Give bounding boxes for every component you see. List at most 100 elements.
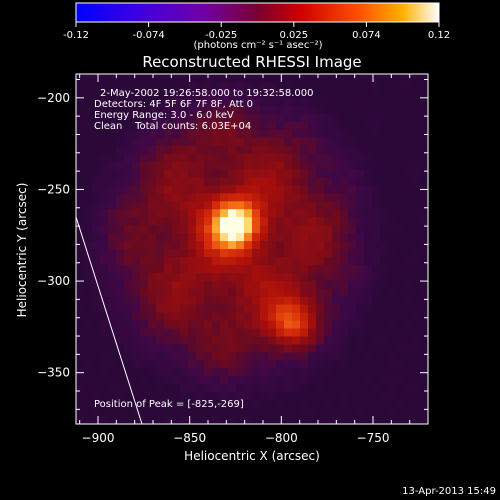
heatmap-cell	[348, 217, 357, 226]
heatmap-cell	[260, 352, 269, 361]
heatmap-cell	[180, 161, 189, 171]
heatmap-cell	[292, 225, 301, 234]
heatmap-cell	[300, 328, 309, 338]
heatmap-cell	[260, 288, 269, 298]
heatmap-cell	[132, 217, 141, 226]
heatmap-cell	[388, 328, 397, 338]
heatmap-cell	[380, 416, 389, 424]
heatmap-cell	[332, 105, 341, 115]
heatmap-cell	[260, 280, 269, 290]
heatmap-cell	[164, 344, 173, 353]
heatmap-cell	[404, 264, 413, 274]
heatmap-cell	[228, 185, 237, 194]
heatmap-cell	[156, 137, 165, 147]
heatmap-cell	[380, 392, 389, 401]
heatmap-cell	[196, 129, 205, 139]
heatmap-cell	[204, 241, 213, 250]
heatmap-cell	[268, 272, 277, 282]
timestamp-footer: 13-Apr-2013 15:49	[402, 486, 496, 497]
heatmap-cell	[156, 272, 165, 282]
heatmap-cell	[236, 320, 245, 330]
heatmap-cell	[180, 376, 189, 385]
heatmap-cell	[404, 161, 413, 171]
heatmap-cell	[348, 288, 357, 298]
heatmap-cell	[196, 320, 205, 330]
heatmap-cell	[340, 121, 349, 131]
heatmap-cell	[148, 137, 157, 147]
heatmap-cell	[196, 225, 205, 234]
heatmap-cell	[84, 416, 93, 424]
heatmap-cell	[340, 193, 349, 202]
heatmap-cell	[332, 97, 341, 107]
heatmap-cell	[268, 256, 277, 266]
heatmap-image	[76, 74, 428, 424]
heatmap-cell	[84, 296, 93, 306]
heatmap-cell	[76, 344, 85, 353]
heatmap-cell	[84, 384, 93, 393]
heatmap-cell	[340, 97, 349, 107]
heatmap-cell	[316, 384, 325, 393]
heatmap-cell	[420, 400, 428, 409]
heatmap-cell	[108, 272, 117, 282]
heatmap-cell	[140, 280, 149, 290]
heatmap-cell	[236, 145, 245, 155]
heatmap-cell	[348, 400, 357, 409]
heatmap-cell	[92, 272, 101, 282]
heatmap-cell	[348, 145, 357, 155]
heatmap-cell	[308, 129, 317, 139]
heatmap-cell	[324, 233, 333, 242]
heatmap-cell	[420, 129, 428, 139]
heatmap-cell	[252, 384, 261, 393]
heatmap-cell	[284, 201, 293, 210]
heatmap-cell	[348, 272, 357, 282]
heatmap-cell	[132, 304, 141, 314]
heatmap-cell	[316, 121, 325, 131]
heatmap-cell	[284, 129, 293, 139]
heatmap-cell	[396, 153, 405, 163]
heatmap-cell	[220, 400, 229, 409]
heatmap-cell	[244, 400, 253, 409]
heatmap-cell	[100, 233, 109, 242]
heatmap-cell	[196, 400, 205, 409]
heatmap-cell	[164, 416, 173, 424]
heatmap-cell	[332, 368, 341, 377]
heatmap-cell	[388, 145, 397, 155]
heatmap-cell	[228, 400, 237, 409]
heatmap-cell	[228, 392, 237, 401]
heatmap-cell	[300, 153, 309, 163]
heatmap-cell	[196, 336, 205, 346]
heatmap-cell	[180, 193, 189, 202]
heatmap-cell	[348, 74, 357, 83]
heatmap-cell	[84, 105, 93, 115]
heatmap-cell	[284, 352, 293, 361]
heatmap-cell	[164, 113, 173, 123]
heatmap-cell	[412, 193, 421, 202]
heatmap-cell	[116, 185, 125, 194]
heatmap-cell	[356, 264, 365, 274]
heatmap-cell	[212, 344, 221, 353]
heatmap-cell	[156, 233, 165, 242]
heatmap-cell	[116, 105, 125, 115]
heatmap-cell	[148, 280, 157, 290]
heatmap-cell	[188, 169, 197, 178]
heatmap-cell	[148, 97, 157, 107]
heatmap-cell	[164, 74, 173, 83]
heatmap-cell	[300, 217, 309, 226]
heatmap-cell	[292, 233, 301, 242]
heatmap-cell	[364, 249, 373, 258]
heatmap-cell	[228, 193, 237, 202]
heatmap-cell	[396, 288, 405, 298]
heatmap-cell	[100, 241, 109, 250]
heatmap-cell	[228, 352, 237, 361]
heatmap-cell	[92, 249, 101, 258]
heatmap-cell	[244, 416, 253, 424]
heatmap-cell	[268, 264, 277, 274]
heatmap-cell	[332, 145, 341, 155]
heatmap-cell	[332, 161, 341, 171]
heatmap-cell	[132, 177, 141, 186]
heatmap-cell	[148, 400, 157, 409]
heatmap-cell	[124, 74, 133, 83]
heatmap-cell	[156, 280, 165, 290]
heatmap-cell	[228, 129, 237, 139]
heatmap-cell	[332, 113, 341, 123]
